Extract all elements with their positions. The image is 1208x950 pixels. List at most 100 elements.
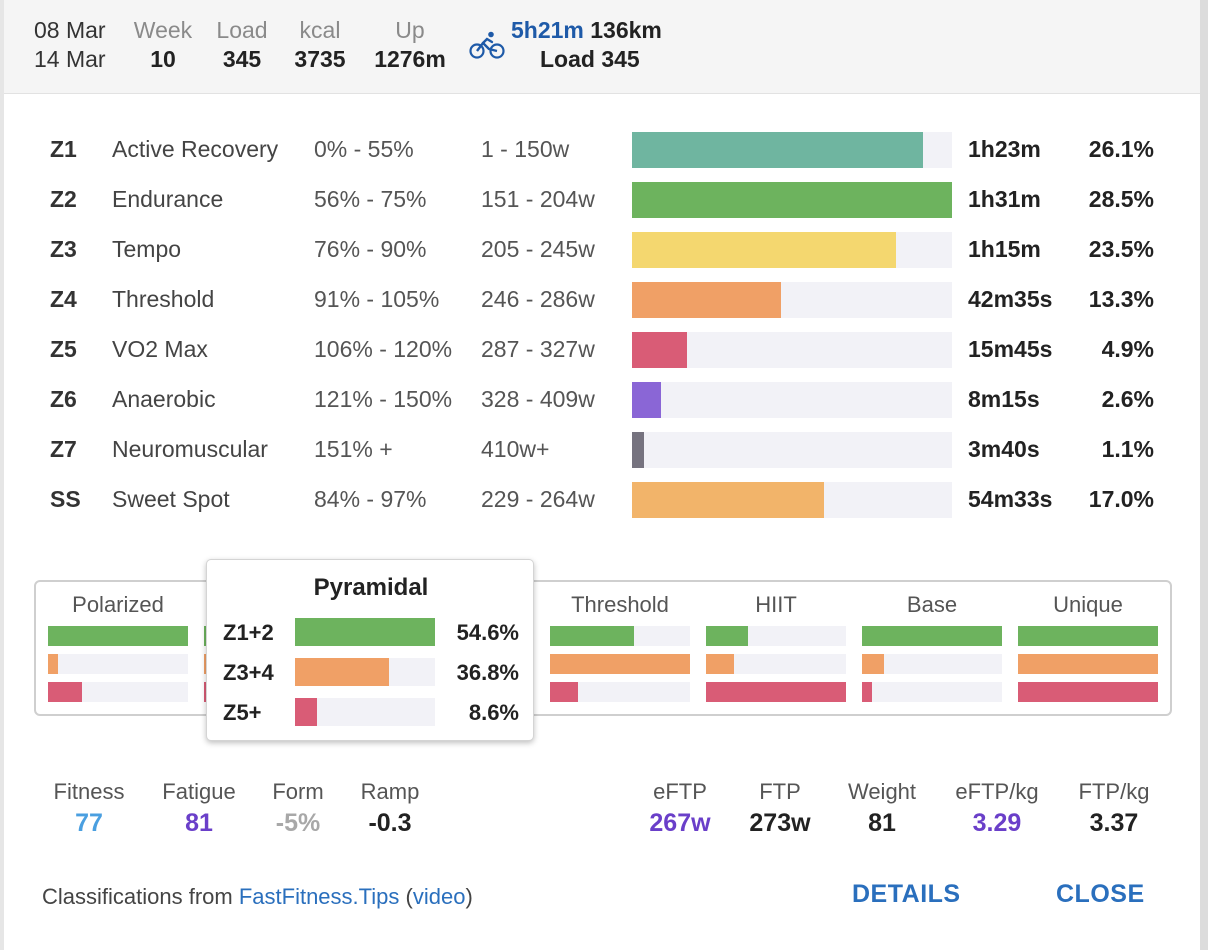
- zone-time: 1h15m: [968, 236, 1041, 262]
- popup-row-value: 36.8%: [456, 660, 519, 685]
- zone-name: Tempo: [112, 236, 182, 262]
- video-link[interactable]: video: [412, 884, 466, 909]
- ftp-label: FTP: [759, 779, 801, 804]
- model-bar-track: [1018, 654, 1158, 674]
- background-edge-right: [1200, 0, 1208, 950]
- fatigue-stat: Fatigue 81: [154, 778, 244, 840]
- weight-stat: Weight 81: [838, 778, 926, 840]
- fitness-stat: Fitness 77: [44, 778, 134, 840]
- popup-row-value: 54.6%: [456, 620, 519, 645]
- model-bar-fill: [1018, 682, 1158, 702]
- zone-time: 1h23m: [968, 136, 1041, 162]
- kcal-stat: kcal 3735: [291, 16, 349, 74]
- zone-row: Z3 Tempo 76% - 90% 205 - 245w 1h15m 23.5%: [4, 225, 1200, 275]
- model-bar-track: [862, 654, 1002, 674]
- zone-time: 3m40s: [968, 436, 1040, 462]
- zone-id: SS: [50, 486, 81, 512]
- close-button[interactable]: CLOSE: [1056, 880, 1145, 908]
- zone-name: Threshold: [112, 286, 215, 312]
- popup-row-label: Z5+: [223, 700, 262, 725]
- zone-watt-range: 205 - 245w: [481, 236, 595, 262]
- zone-bar-track: [632, 432, 952, 468]
- model-bar-fill: [48, 682, 82, 702]
- popup-row: Z1+2 54.6%: [207, 614, 535, 654]
- zone-bar-track: [632, 232, 952, 268]
- zone-id: Z7: [50, 436, 77, 462]
- zone-row: Z5 VO2 Max 106% - 120% 287 - 327w 15m45s 4.9%: [4, 325, 1200, 375]
- details-button[interactable]: DETAILS: [852, 880, 961, 908]
- zone-name: Endurance: [112, 186, 224, 212]
- week-stat: Week 10: [132, 16, 194, 74]
- zone-bar-track: [632, 382, 952, 418]
- zone-percent: 26.1%: [1088, 136, 1154, 162]
- zone-percent-range: 56% - 75%: [314, 186, 427, 212]
- ftp-stat: FTP 273w: [736, 778, 824, 840]
- background-edge-left: [0, 0, 4, 950]
- zone-percent-range: 106% - 120%: [314, 336, 453, 362]
- zone-row: Z7 Neuromuscular 151% + 410w+ 3m40s 1.1%: [4, 425, 1200, 475]
- model-name: Polarized: [72, 592, 164, 617]
- week-label: Week: [133, 17, 193, 43]
- credit-close-paren: ): [465, 884, 473, 909]
- model-bar-fill: [862, 626, 1002, 646]
- popup-row-label: Z1+2: [223, 620, 274, 645]
- popup-row-value: 8.6%: [468, 700, 519, 725]
- popup-row-label: Z3+4: [223, 660, 274, 685]
- zone-row: Z4 Threshold 91% - 105% 246 - 286w 42m35s 13.…: [4, 275, 1200, 325]
- model-bar-fill: [48, 654, 58, 674]
- ftp-per-kg-label: FTP/kg: [1078, 779, 1150, 804]
- zone-percent-range: 151% +: [314, 436, 393, 462]
- zone-time: 15m45s: [968, 336, 1053, 362]
- zone-row: Z2 Endurance 56% - 75% 151 - 204w 1h31m 28.5%: [4, 175, 1200, 225]
- model-bar-track: [1018, 626, 1158, 646]
- model-bar-fill: [1018, 654, 1158, 674]
- credit-prefix: Classifications from: [42, 884, 239, 909]
- zone-bar-track: [632, 282, 952, 318]
- week-value: 10: [150, 46, 176, 72]
- zone-bar-fill: [632, 382, 661, 418]
- up-value: 1276m: [374, 46, 446, 72]
- zone-name: VO2 Max: [112, 336, 208, 362]
- zone-percent: 28.5%: [1088, 186, 1154, 212]
- popup-row: Z3+4 36.8%: [207, 654, 535, 694]
- zone-percent: 2.6%: [1101, 386, 1154, 412]
- zone-bar-fill: [632, 182, 952, 218]
- ftp-per-kg-value: 3.37: [1089, 809, 1139, 837]
- model-bar-track: [706, 654, 846, 674]
- zone-percent: 17.0%: [1088, 486, 1154, 512]
- climb-stat: Up 1276m: [368, 16, 452, 74]
- zone-id: Z6: [50, 386, 77, 412]
- zone-percent-range: 121% - 150%: [314, 386, 453, 412]
- zone-percent-range: 76% - 90%: [314, 236, 427, 262]
- popup-bar-track: [295, 658, 435, 686]
- model-bar-track: [862, 626, 1002, 646]
- fitness-value: 77: [75, 809, 103, 837]
- model-bar-fill: [862, 654, 885, 674]
- eftp-per-kg-stat: eFTP/kg 3.29: [944, 778, 1050, 840]
- fastfitness-link[interactable]: FastFitness.Tips: [238, 884, 400, 909]
- zone-bar-fill: [632, 132, 924, 168]
- zone-watt-range: 151 - 204w: [481, 186, 595, 212]
- ftp-value: 273w: [749, 809, 811, 837]
- zone-bar-fill: [632, 232, 896, 268]
- zone-bar-fill: [632, 282, 782, 318]
- zone-percent-range: 91% - 105%: [314, 286, 440, 312]
- model-bar-track: [1018, 682, 1158, 702]
- load-stat: Load 345: [214, 16, 270, 74]
- model-bar-track: [550, 682, 690, 702]
- zone-id: Z1: [50, 136, 77, 162]
- model-bar-fill: [48, 626, 188, 646]
- zone-name: Sweet Spot: [112, 486, 230, 512]
- sport-duration: 5h21m: [511, 17, 584, 43]
- kcal-value: 3735: [294, 46, 346, 72]
- weekly-summary-dialog: 08 Mar 14 Mar Week 10 Load 345 kcal 3735…: [4, 0, 1200, 950]
- model-bar-fill: [706, 626, 748, 646]
- zone-watt-range: 410w+: [481, 436, 550, 462]
- model-name: Threshold: [571, 592, 669, 617]
- credit-open-paren: (: [399, 884, 413, 909]
- zone-percent: 1.1%: [1101, 436, 1154, 462]
- model-bar-track: [550, 654, 690, 674]
- ramp-stat: Ramp -0.3: [350, 778, 430, 840]
- sport-summary: 5h21m 136km Load 345: [511, 16, 662, 74]
- eftp-per-kg-label: eFTP/kg: [955, 779, 1039, 804]
